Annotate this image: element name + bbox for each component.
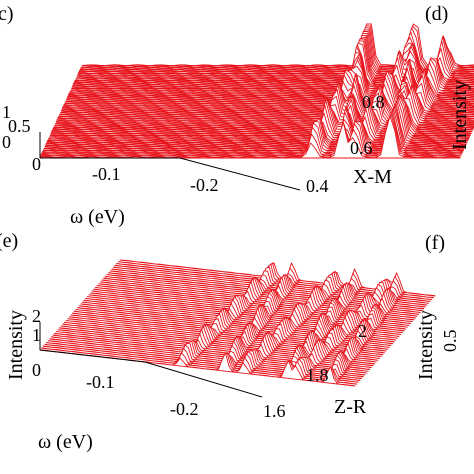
panel-e: (e) Intensity 2 1 0 -0.1 -0.2 ω (eV) 2 1… (0, 230, 436, 453)
panel-e-ytick-18: 1.8 (306, 365, 329, 385)
spectrum-trace-c-20 (56, 84, 474, 121)
spectrum-trace-c-19 (55, 86, 474, 123)
spectrum-trace-e-4 (46, 342, 362, 380)
spectrum-trace-e-3 (44, 343, 361, 381)
panel-e-xtick-01: -0.1 (86, 372, 115, 392)
panel-f-zlabel: Intensity (415, 310, 437, 380)
panel-f-label: (f) (425, 232, 445, 254)
spectrum-trace-c-0 (39, 115, 461, 159)
panel-c-ztick-05: 0.5 (8, 116, 31, 136)
panel-e-zlabel: Intensity (5, 310, 27, 380)
panel-c-axes (39, 132, 301, 191)
panel-e-xtick-02: -0.2 (170, 399, 199, 419)
panel-d: (d) Intensity (425, 3, 471, 150)
spectrum-trace-c-28 (63, 70, 474, 106)
spectrum-trace-c-25 (60, 74, 474, 112)
panel-e-axes (39, 322, 263, 398)
spectrum-trace-c-21 (57, 84, 474, 120)
panel-e-xlabel: ω (eV) (38, 431, 93, 453)
panel-c-ytick-04: 0.4 (306, 176, 329, 196)
panel-c-ztick-0-upper: 0 (2, 132, 11, 152)
panel-c-ytick-08: 0.8 (362, 92, 385, 112)
panel-d-label: (d) (425, 3, 448, 25)
panel-f: (f) Intensity 0.5 (415, 232, 460, 380)
panel-e-ztick-2: 2 (32, 306, 41, 326)
panel-c: c) 1 0.5 0 0 -0.1 -0.2 ω (eV) 0.8 0.6 0.… (0, 3, 474, 228)
panel-d-zlabel: Intensity (449, 80, 471, 150)
panel-c-label: c) (0, 3, 14, 25)
panel-c-ztick-0: 0 (32, 154, 41, 174)
panel-c-xlabel: ω (eV) (70, 206, 125, 228)
panel-e-ylabel: Z-R (334, 396, 367, 418)
spectrum-trace-e-1 (41, 347, 358, 385)
panel-c-xtick-02: -0.2 (190, 175, 219, 195)
panel-e-ztick-1: 1 (32, 325, 41, 345)
panel-c-xtick-01: -0.1 (92, 164, 121, 184)
panel-f-ztick-05: 0.5 (440, 330, 460, 353)
panel-e-traces (39, 259, 436, 387)
spectrum-trace-c-26 (61, 73, 474, 110)
spectrum-trace-c-27 (62, 75, 474, 108)
spectrum-trace-e-2 (42, 345, 359, 383)
panel-c-ztick-1: 1 (2, 102, 11, 122)
panel-c-traces (39, 23, 474, 159)
panel-e-ytick-16: 1.6 (263, 401, 286, 421)
spectrum-trace-e-9 (54, 332, 371, 370)
panel-c-ylabel: X-M (353, 166, 392, 188)
panel-e-ytick-2: 2 (358, 321, 367, 341)
panel-e-ztick-0: 0 (32, 360, 41, 380)
panel-e-label: (e) (0, 230, 18, 252)
panel-c-ytick-06: 0.6 (350, 138, 373, 158)
